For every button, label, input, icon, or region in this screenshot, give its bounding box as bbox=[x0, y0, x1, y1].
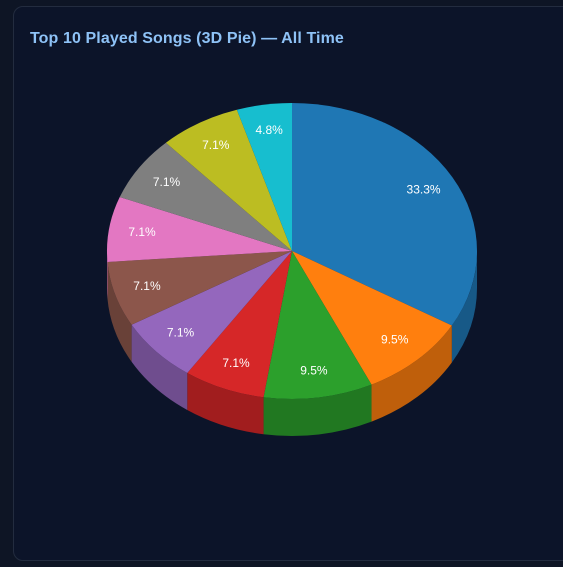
pie-slice-2[interactable] bbox=[292, 251, 452, 385]
pie-slice-7[interactable] bbox=[107, 197, 293, 262]
slice-label-2: 9.5% bbox=[381, 332, 409, 346]
pie-slice-side-7 bbox=[107, 251, 108, 299]
pie-slice-10[interactable] bbox=[236, 103, 292, 251]
pie-slice-4[interactable] bbox=[187, 251, 292, 398]
slice-label-9: 7.1% bbox=[202, 138, 230, 152]
pie-slice-side-2 bbox=[371, 325, 452, 422]
pie-slice-8[interactable] bbox=[119, 142, 292, 251]
pie-slice-9[interactable] bbox=[165, 109, 292, 251]
slice-label-7: 7.1% bbox=[128, 225, 156, 239]
pie-labels: 33.3% 9.5% 9.5% 7.1% 7.1% 7.1% 7.1% 7.1% 7.1% 4.8… bbox=[128, 123, 441, 377]
pie-chart: 33.3% 9.5% 9.5% 7.1% 7.1% 7.1% 7.1% 7.1% 7.1% 4.8… bbox=[107, 103, 478, 436]
slice-label-1: 33.3% bbox=[407, 183, 441, 197]
pie-slice-side-3 bbox=[263, 384, 372, 436]
pie-slice-side-4 bbox=[187, 372, 264, 435]
slice-label-10: 4.8% bbox=[255, 123, 283, 137]
slice-label-6: 7.1% bbox=[133, 279, 161, 293]
pie-side-walls bbox=[107, 251, 478, 436]
slice-label-5: 7.1% bbox=[167, 325, 195, 339]
chart-title: Top 10 Played Songs (3D Pie) — All Time bbox=[30, 30, 344, 47]
slice-label-8: 7.1% bbox=[153, 175, 181, 189]
pie-slice-3[interactable] bbox=[263, 251, 372, 399]
pie-slice-6[interactable] bbox=[107, 251, 292, 325]
chart-panel: Top 10 Played Songs (3D Pie) — All Time … bbox=[13, 6, 563, 561]
slice-label-3: 9.5% bbox=[300, 363, 328, 377]
pie-top-faces bbox=[107, 103, 477, 399]
pie-slice-5[interactable] bbox=[131, 251, 292, 373]
pie-slice-side-6 bbox=[107, 261, 132, 362]
pie-slice-1[interactable] bbox=[292, 103, 477, 326]
pie-slice-side-1 bbox=[451, 251, 478, 363]
pie-slice-side-5 bbox=[131, 324, 188, 410]
slice-label-4: 7.1% bbox=[222, 356, 250, 370]
